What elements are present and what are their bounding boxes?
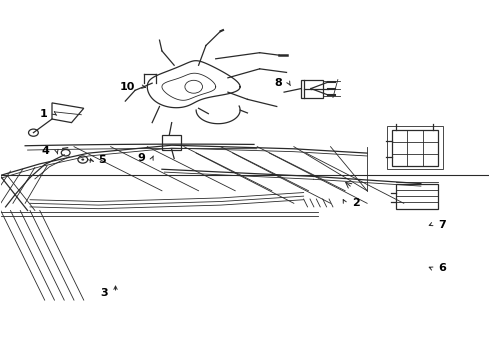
Text: 6: 6: [438, 263, 446, 273]
Text: 8: 8: [274, 78, 282, 88]
Text: 9: 9: [137, 153, 145, 163]
Text: 4: 4: [42, 146, 49, 156]
Text: 5: 5: [98, 155, 106, 165]
Text: 2: 2: [352, 198, 360, 208]
Text: 3: 3: [100, 288, 108, 298]
Text: 10: 10: [120, 82, 135, 92]
Text: 7: 7: [438, 220, 446, 230]
Circle shape: [81, 158, 84, 161]
Text: 1: 1: [39, 109, 47, 119]
